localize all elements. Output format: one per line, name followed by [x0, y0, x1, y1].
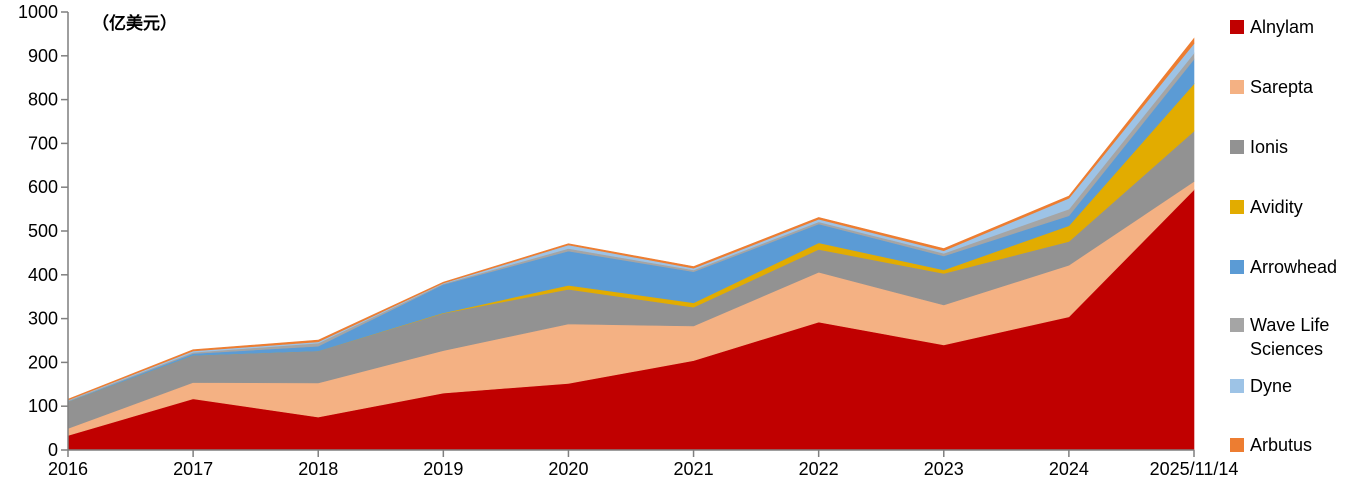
y-tick-label: 200 — [28, 352, 58, 372]
legend-item: Arbutus — [1230, 433, 1312, 457]
legend-swatch — [1230, 200, 1244, 214]
x-tick-label: 2024 — [1049, 459, 1089, 479]
legend-swatch — [1230, 438, 1244, 452]
y-tick-label: 800 — [28, 90, 58, 110]
y-tick-label: 1000 — [18, 2, 58, 22]
x-tick-label: 2023 — [924, 459, 964, 479]
x-tick-label: 2016 — [48, 459, 88, 479]
y-tick-label: 300 — [28, 309, 58, 329]
legend-item: Sarepta — [1230, 75, 1313, 99]
legend-swatch — [1230, 260, 1244, 274]
area-arbutus — [67, 37, 1195, 401]
legend-swatch — [1230, 318, 1244, 332]
y-tick-label: 600 — [28, 177, 58, 197]
y-tick-label: 400 — [28, 265, 58, 285]
x-tick-label: 2017 — [173, 459, 213, 479]
legend-label: Sarepta — [1250, 77, 1314, 97]
legend-item: Alnylam — [1230, 15, 1314, 39]
x-tick-label: 2018 — [298, 459, 338, 479]
legend-label: Arbutus — [1250, 435, 1313, 455]
x-tick-label: 2019 — [423, 459, 463, 479]
x-tick-label: 2022 — [799, 459, 839, 479]
y-tick-label: 100 — [28, 396, 58, 416]
legend-label: Dyne — [1250, 376, 1293, 396]
legend-item: Wave Life Sciences — [1230, 313, 1360, 361]
x-tick-label: 2021 — [674, 459, 714, 479]
y-tick-label: 700 — [28, 133, 58, 153]
legend-swatch — [1230, 140, 1244, 154]
legend-label: Alnylam — [1250, 17, 1315, 37]
y-tick-label: 500 — [28, 221, 58, 241]
y-tick-label: 900 — [28, 46, 58, 66]
legend-swatch — [1230, 20, 1244, 34]
legend-label: Arrowhead — [1250, 257, 1338, 277]
legend-item: Dyne — [1230, 374, 1292, 398]
legend-item: Avidity — [1230, 195, 1303, 219]
y-tick-label: 0 — [48, 440, 58, 460]
legend-label: Ionis — [1250, 137, 1289, 157]
unit-label: （亿美元） — [92, 13, 177, 34]
legend-label: Avidity — [1250, 197, 1303, 217]
x-tick-label: 2025/11/14 — [1150, 459, 1239, 479]
legend-swatch — [1230, 80, 1244, 94]
legend-label: Wave Life Sciences — [1250, 315, 1330, 359]
legend-swatch — [1230, 379, 1244, 393]
legend-item: Arrowhead — [1230, 255, 1337, 279]
x-tick-label: 2020 — [548, 459, 588, 479]
legend-item: Ionis — [1230, 135, 1288, 159]
